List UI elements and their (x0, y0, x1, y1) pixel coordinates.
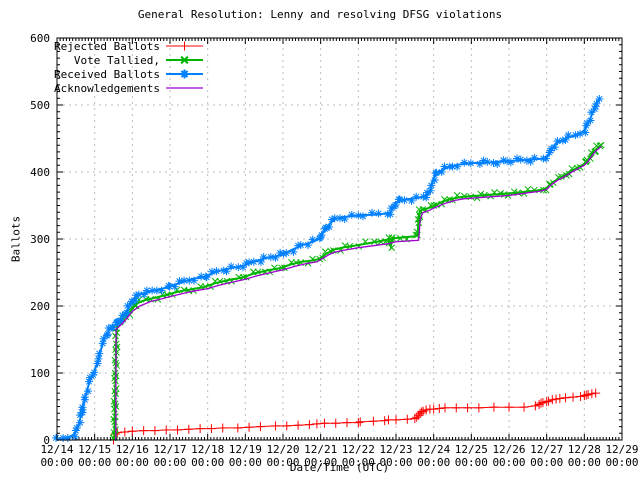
svg-text:12/28: 12/28 (568, 443, 601, 456)
grid-lines (57, 38, 622, 440)
svg-text:500: 500 (30, 99, 50, 112)
legend-sample-line (166, 55, 203, 65)
legend-sample-line (166, 69, 203, 79)
svg-text:12/21: 12/21 (304, 443, 337, 456)
svg-text:12/15: 12/15 (78, 443, 111, 456)
y-tick-labels: 0 100 200 300 400 500 600 (30, 32, 50, 447)
svg-text:00:00: 00:00 (40, 456, 73, 469)
svg-text:00:00: 00:00 (455, 456, 488, 469)
svg-text:00:00: 00:00 (266, 456, 299, 469)
legend-label: Rejected Ballots (54, 40, 160, 53)
svg-text:00:00: 00:00 (379, 456, 412, 469)
series-rejected-ballots (109, 388, 601, 445)
plot-border (56, 37, 623, 441)
svg-text:12/26: 12/26 (492, 443, 525, 456)
svg-text:00:00: 00:00 (116, 456, 149, 469)
series-received-ballots (52, 94, 604, 443)
svg-text:12/14: 12/14 (40, 443, 73, 456)
svg-text:12/23: 12/23 (379, 443, 412, 456)
svg-text:600: 600 (30, 32, 50, 45)
svg-text:200: 200 (30, 300, 50, 313)
svg-text:00:00: 00:00 (342, 456, 375, 469)
legend-label: Acknowledgements (54, 82, 160, 95)
svg-text:12/17: 12/17 (153, 443, 186, 456)
svg-text:12/16: 12/16 (116, 443, 149, 456)
legend-label: Received Ballots (54, 68, 160, 81)
svg-text:12/25: 12/25 (455, 443, 488, 456)
svg-text:00:00: 00:00 (191, 456, 224, 469)
svg-text:0: 0 (43, 434, 50, 447)
svg-text:00:00: 00:00 (78, 456, 111, 469)
series-acknowledgements (115, 145, 602, 441)
svg-text:00:00: 00:00 (153, 456, 186, 469)
x-tick-labels: 12/1400:0012/1500:0012/1600:0012/1700:00… (40, 443, 638, 469)
x-axis-title: Date/Time (UTC) (289, 461, 390, 474)
series-vote-tallied (109, 141, 605, 442)
svg-text:00:00: 00:00 (417, 456, 450, 469)
svg-text:12/18: 12/18 (191, 443, 224, 456)
svg-text:12/19: 12/19 (229, 443, 262, 456)
legend-label: Vote Tallied, (74, 54, 160, 67)
svg-text:00:00: 00:00 (304, 456, 337, 469)
svg-text:400: 400 (30, 166, 50, 179)
svg-text:12/29: 12/29 (605, 443, 638, 456)
svg-text:00:00: 00:00 (229, 456, 262, 469)
legend-sample-line (166, 41, 203, 51)
svg-text:00:00: 00:00 (492, 456, 525, 469)
svg-text:00:00: 00:00 (568, 456, 601, 469)
svg-text:12/27: 12/27 (530, 443, 563, 456)
svg-text:00:00: 00:00 (530, 456, 563, 469)
svg-text:00:00: 00:00 (605, 456, 638, 469)
svg-text:12/24: 12/24 (417, 443, 450, 456)
svg-text:100: 100 (30, 367, 50, 380)
chart-title: General Resolution: Lenny and resolving … (137, 8, 503, 21)
svg-text:12/20: 12/20 (266, 443, 299, 456)
svg-text:300: 300 (30, 233, 50, 246)
svg-text:12/22: 12/22 (342, 443, 375, 456)
